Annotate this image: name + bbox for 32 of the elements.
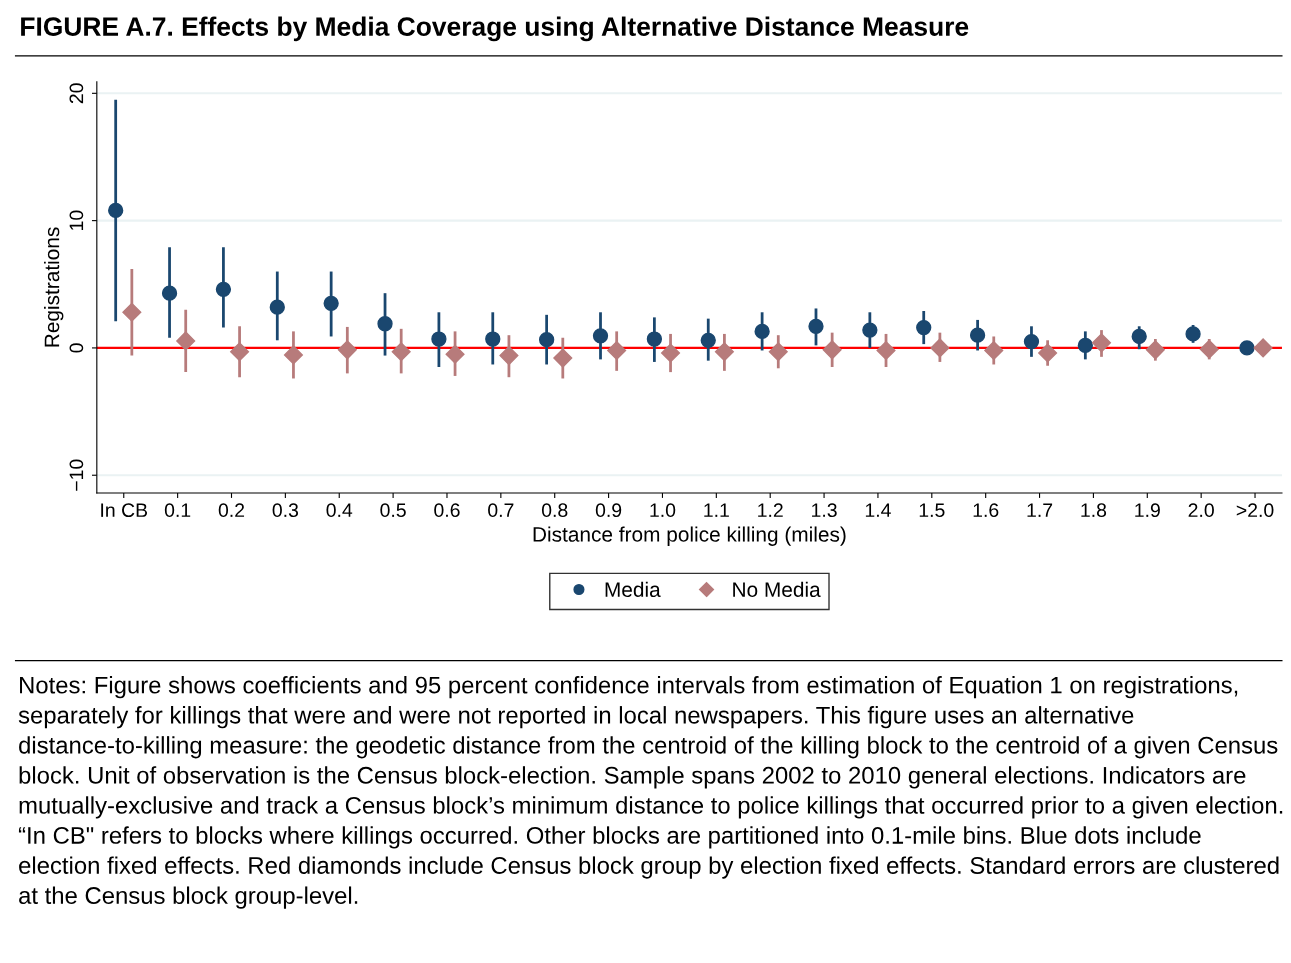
x-tick-label: 0.9 <box>595 503 622 518</box>
x-tick-label: 1.7 <box>1027 503 1053 517</box>
legend-label: No Media <box>733 581 821 598</box>
x-tick-label: 1.8 <box>1081 503 1107 518</box>
y-tick-label: 0 <box>69 343 84 353</box>
x-axis-title: Distance from police killing (miles) <box>533 526 846 546</box>
y-axis-title: Registrations <box>44 227 64 347</box>
x-tick-label: 0.4 <box>326 503 353 518</box>
chart-title: FIGURE A.7. Effects by Media Coverage using Alternative Distance Measure <box>21 16 969 42</box>
x-tick-label: 0.7 <box>488 503 514 518</box>
x-tick-label: 1.0 <box>650 503 676 518</box>
x-tick-label: 1.6 <box>973 503 999 518</box>
y-tick-label: −10 <box>69 459 84 491</box>
x-tick-label: 0.1 <box>164 503 191 518</box>
x-tick-label: 2.0 <box>1188 503 1214 518</box>
x-tick-label: 0.8 <box>541 503 568 518</box>
x-tick-label: 1.1 <box>704 503 729 517</box>
x-tick-label: 0.5 <box>380 503 406 518</box>
x-tick-label: 1.5 <box>919 503 945 518</box>
x-tick-label: 1.2 <box>758 503 783 517</box>
x-tick-label: >2.0 <box>1236 503 1274 518</box>
y-tick-label: 10 <box>69 210 84 230</box>
x-tick-label: 0.6 <box>434 503 460 518</box>
x-tick-label: 1.9 <box>1135 503 1160 518</box>
x-tick-label: 1.3 <box>812 503 837 518</box>
x-tick-label: 0.3 <box>272 503 299 518</box>
x-tick-label: 1.4 <box>865 503 891 517</box>
text: Notes: Figure shows coefficients and 95 percent confidence intervals from estimation of Equation 1 on registrations, separately for killings that were and were not reported in local newspapers. This figure uses an alternative distance-to-killing measure: the geodetic distance from the centroid of the killing block to the centroid of a given Census block. Unit of observation is the Census block-election. Sample spans 2002 to 2010 general elections. Indicators are mutually-exclusive and track a Census block’s minimum distance to police killings that occurred prior to a given election. “In CB" refers to blocks where killings occurred. Other blocks are partitioned into 0.1-mile bins. Blue dots include election fixed effects. Red diamonds include Census block group by election fixed effects. Standard errors are clustered at the Census block group-level. <box>18 676 1283 909</box>
x-tick-label: In CB <box>101 503 148 518</box>
x-tick-label: 0.2 <box>218 503 245 518</box>
y-tick-label: 20 <box>69 83 84 104</box>
legend-label: Media <box>605 581 661 598</box>
